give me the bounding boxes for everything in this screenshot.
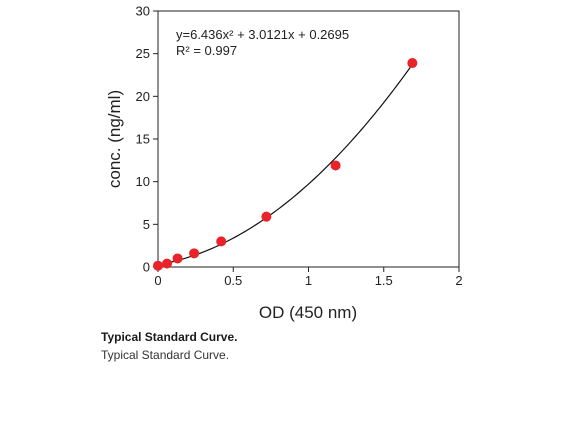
data-point bbox=[189, 248, 200, 259]
r-squared-label: R² = 0.997 bbox=[176, 43, 237, 58]
y-tick-label: 25 bbox=[136, 46, 150, 61]
fit-curve bbox=[157, 64, 413, 266]
y-tick-label: 0 bbox=[143, 260, 150, 275]
equation-label: y=6.436x² + 3.0121x + 0.2695 bbox=[176, 27, 349, 42]
data-point bbox=[162, 258, 173, 269]
data-point bbox=[330, 160, 341, 171]
x-tick-label: 0.5 bbox=[224, 273, 242, 288]
x-tick-label: 0 bbox=[154, 273, 161, 288]
y-tick-label: 10 bbox=[136, 174, 150, 189]
y-tick-label: 20 bbox=[136, 89, 150, 104]
data-point bbox=[407, 58, 418, 69]
y-axis-title: conc. (ng/ml) bbox=[105, 90, 124, 188]
x-axis-title: OD (450 nm) bbox=[259, 303, 357, 322]
caption-title: Typical Standard Curve. bbox=[101, 330, 238, 344]
y-tick-label: 5 bbox=[143, 217, 150, 232]
x-tick-label: 2 bbox=[455, 273, 462, 288]
x-tick-label: 1 bbox=[305, 273, 312, 288]
data-point bbox=[153, 260, 163, 271]
x-tick-label: 1.5 bbox=[375, 273, 393, 288]
data-point bbox=[172, 253, 183, 264]
y-tick-label: 30 bbox=[136, 4, 150, 19]
data-point bbox=[261, 211, 272, 222]
data-point bbox=[216, 236, 227, 247]
y-tick-label: 15 bbox=[136, 132, 150, 147]
standard-curve-chart: 0 5 10 15 20 25 30 0 0.5 1 1.5 2 y=6.436x² + 3.012… bbox=[105, 4, 463, 323]
caption-text: Typical Standard Curve. bbox=[101, 348, 230, 362]
